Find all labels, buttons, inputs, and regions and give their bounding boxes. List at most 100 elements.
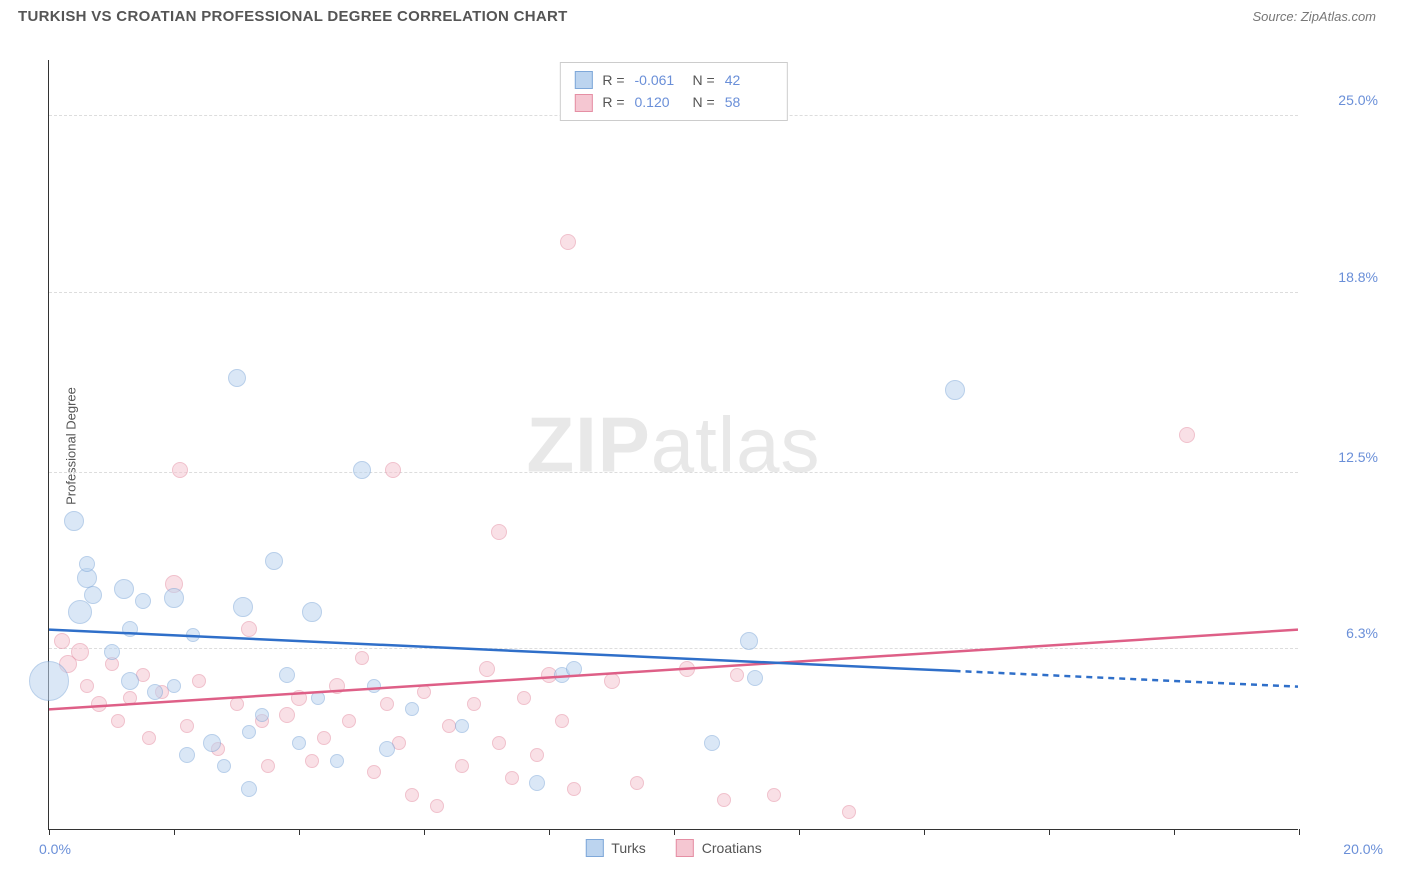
stats-r-turks: -0.061 (635, 69, 683, 91)
x-tick (674, 829, 675, 835)
watermark-zip: ZIP (526, 400, 650, 488)
scatter-point-turks (114, 579, 134, 599)
chart-plot-area: ZIPatlas 6.3%12.5%18.8%25.0% 0.0% 20.0% … (48, 60, 1298, 830)
scatter-point-croatians (842, 805, 856, 819)
legend-swatch-croatians (676, 839, 694, 857)
scatter-point-turks (167, 679, 181, 693)
scatter-point-turks (367, 679, 381, 693)
scatter-point-turks (740, 632, 758, 650)
scatter-point-croatians (567, 782, 581, 796)
scatter-point-croatians (560, 234, 576, 250)
scatter-point-turks (265, 552, 283, 570)
scatter-point-turks (122, 621, 138, 637)
x-tick (799, 829, 800, 835)
scatter-point-croatians (241, 621, 257, 637)
scatter-point-croatians (54, 633, 70, 649)
trend-lines (49, 60, 1298, 829)
scatter-point-turks (279, 667, 295, 683)
gridline (49, 292, 1298, 293)
x-axis-end-label: 20.0% (1343, 841, 1383, 857)
scatter-point-turks (405, 702, 419, 716)
stats-n-label-croatians: N = (693, 91, 715, 113)
scatter-point-turks (945, 380, 965, 400)
scatter-point-turks (233, 597, 253, 617)
scatter-point-turks (353, 461, 371, 479)
scatter-point-croatians (517, 691, 531, 705)
scatter-point-croatians (430, 799, 444, 813)
stats-row-turks: R = -0.061 N = 42 (574, 69, 772, 91)
gridline (49, 648, 1298, 649)
scatter-point-turks (311, 691, 325, 705)
stats-n-label-turks: N = (693, 69, 715, 91)
x-tick (1049, 829, 1050, 835)
scatter-point-croatians (192, 674, 206, 688)
watermark-atlas: atlas (651, 400, 821, 488)
scatter-point-croatians (367, 765, 381, 779)
legend-item-croatians: Croatians (676, 839, 762, 857)
scatter-point-turks (241, 781, 257, 797)
scatter-point-croatians (355, 651, 369, 665)
scatter-point-turks (68, 600, 92, 624)
scatter-point-croatians (505, 771, 519, 785)
scatter-point-croatians (530, 748, 544, 762)
legend-label-croatians: Croatians (702, 840, 762, 856)
scatter-point-croatians (630, 776, 644, 790)
y-tick-label: 12.5% (1308, 449, 1378, 465)
y-tick-label: 6.3% (1308, 625, 1378, 641)
chart-header: TURKISH VS CROATIAN PROFESSIONAL DEGREE … (0, 0, 1406, 25)
scatter-point-turks (330, 754, 344, 768)
scatter-point-croatians (261, 759, 275, 773)
scatter-point-croatians (417, 685, 431, 699)
scatter-point-croatians (329, 678, 345, 694)
scatter-point-turks (29, 661, 69, 701)
scatter-point-croatians (555, 714, 569, 728)
scatter-point-croatians (491, 524, 507, 540)
scatter-point-turks (164, 588, 184, 608)
x-tick (924, 829, 925, 835)
scatter-point-croatians (342, 714, 356, 728)
scatter-point-turks (84, 586, 102, 604)
x-tick (1299, 829, 1300, 835)
scatter-point-turks (186, 628, 200, 642)
scatter-point-croatians (1179, 427, 1195, 443)
scatter-point-croatians (767, 788, 781, 802)
scatter-point-croatians (730, 668, 744, 682)
scatter-point-turks (529, 775, 545, 791)
scatter-point-croatians (317, 731, 331, 745)
scatter-point-turks (135, 593, 151, 609)
scatter-point-croatians (291, 690, 307, 706)
stats-row-croatians: R = 0.120 N = 58 (574, 91, 772, 113)
scatter-point-turks (379, 741, 395, 757)
scatter-point-croatians (492, 736, 506, 750)
gridline (49, 472, 1298, 473)
chart-source: Source: ZipAtlas.com (1252, 9, 1376, 24)
x-tick (49, 829, 50, 835)
scatter-point-croatians (305, 754, 319, 768)
scatter-point-turks (203, 734, 221, 752)
scatter-point-croatians (80, 679, 94, 693)
scatter-point-turks (704, 735, 720, 751)
scatter-point-croatians (230, 697, 244, 711)
scatter-point-croatians (180, 719, 194, 733)
scatter-point-turks (228, 369, 246, 387)
scatter-point-croatians (604, 673, 620, 689)
scatter-point-croatians (91, 696, 107, 712)
scatter-point-turks (242, 725, 256, 739)
x-tick (549, 829, 550, 835)
x-tick (424, 829, 425, 835)
scatter-point-croatians (385, 462, 401, 478)
watermark: ZIPatlas (526, 399, 820, 490)
bottom-legend: Turks Croatians (585, 839, 761, 857)
x-tick (1174, 829, 1175, 835)
scatter-point-croatians (172, 462, 188, 478)
stats-r-label-croatians: R = (602, 91, 624, 113)
scatter-point-turks (79, 556, 95, 572)
stats-n-croatians: 58 (725, 91, 773, 113)
scatter-point-turks (104, 644, 120, 660)
scatter-point-croatians (717, 793, 731, 807)
chart-title: TURKISH VS CROATIAN PROFESSIONAL DEGREE … (18, 8, 568, 25)
y-tick-label: 25.0% (1308, 92, 1378, 108)
scatter-point-turks (302, 602, 322, 622)
scatter-point-turks (292, 736, 306, 750)
scatter-point-turks (121, 672, 139, 690)
